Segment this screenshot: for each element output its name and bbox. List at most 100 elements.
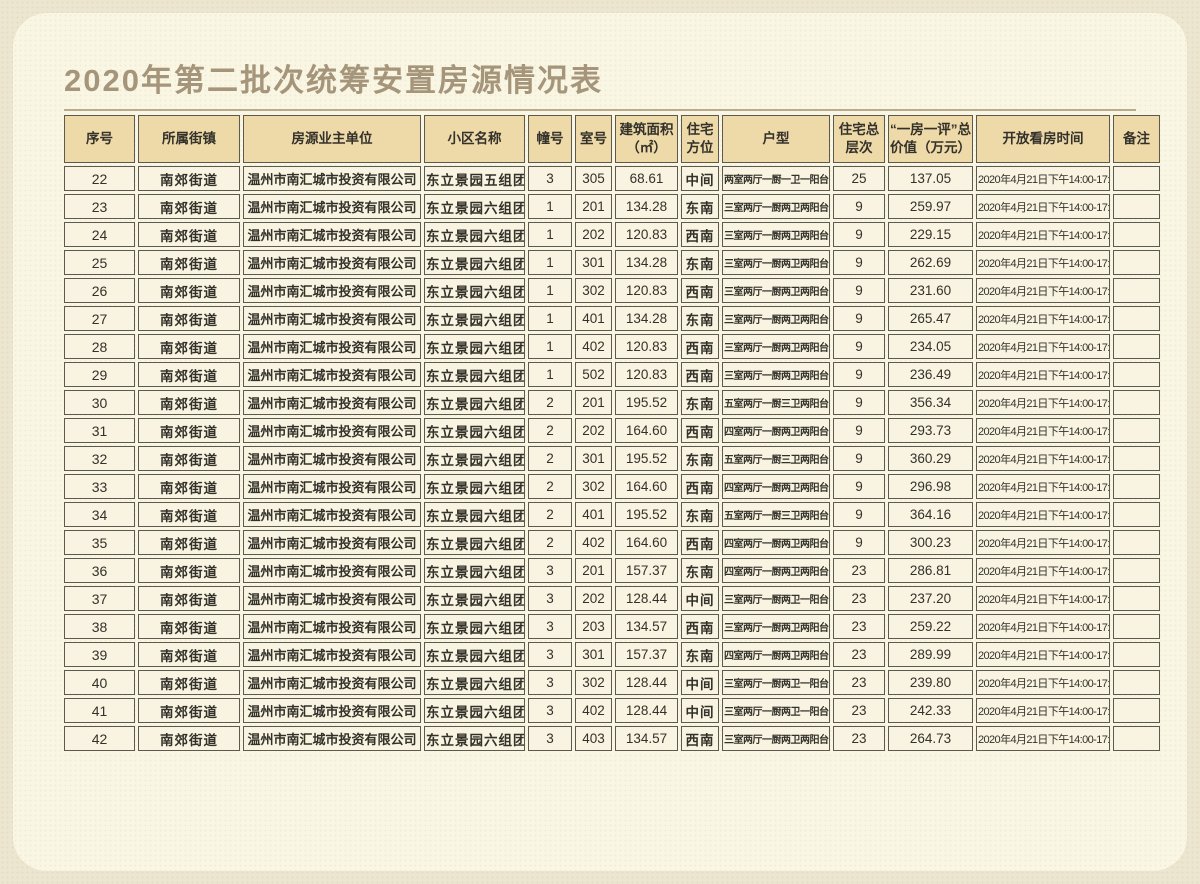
table-cell: 1: [528, 306, 572, 331]
table-cell: 南郊街道: [138, 502, 240, 527]
table-row: 23 南郊街道 温州市南汇城市投资有限公司 东立景园六组团 1 201 134.28 东南 三室…: [64, 194, 1160, 219]
table-cell: [1113, 278, 1160, 303]
table-cell: 402: [575, 530, 612, 555]
table-cell: 26: [64, 278, 135, 303]
table-cell: 温州市南汇城市投资有限公司: [243, 166, 421, 191]
table-cell: 9: [833, 502, 885, 527]
table-cell: 229.15: [888, 222, 973, 247]
table-cell: 中间: [681, 670, 719, 695]
table-cell: 西南: [681, 278, 719, 303]
table-cell: 1: [528, 362, 572, 387]
table-cell: 中间: [681, 698, 719, 723]
table-cell: [1113, 194, 1160, 219]
table-cell: 9: [833, 530, 885, 555]
table-cell: 37: [64, 586, 135, 611]
table-cell: 温州市南汇城市投资有限公司: [243, 446, 421, 471]
table-row: 40 南郊街道 温州市南汇城市投资有限公司 东立景园六组团 3 302 128.44 中间 三室…: [64, 670, 1160, 695]
table-cell: 128.44: [615, 698, 678, 723]
table-cell: 2020年4月21日下午14:00-17:00: [976, 418, 1110, 443]
table-cell: 40: [64, 670, 135, 695]
table-cell: 2: [528, 418, 572, 443]
table-cell: 1: [528, 334, 572, 359]
table-cell: 温州市南汇城市投资有限公司: [243, 502, 421, 527]
table-cell: 南郊街道: [138, 194, 240, 219]
table-cell: 2: [528, 446, 572, 471]
table-cell: 西南: [681, 530, 719, 555]
table-cell: 2020年4月21日下午14:00-17:00: [976, 670, 1110, 695]
table-cell: 3: [528, 586, 572, 611]
table-cell: 温州市南汇城市投资有限公司: [243, 362, 421, 387]
table-body: 22 南郊街道 温州市南汇城市投资有限公司 东立景园五组团 3 305 68.61 中间 两室两…: [64, 166, 1160, 751]
col-header-layout: 户型: [722, 115, 830, 163]
table-cell: 三室两厅一厨两卫两阳台: [722, 278, 830, 303]
title-block: 2020年第二批次统筹安置房源情况表: [64, 55, 1136, 111]
table-cell: 2020年4月21日下午14:00-17:00: [976, 614, 1110, 639]
table-cell: 南郊街道: [138, 390, 240, 415]
table-cell: 35: [64, 530, 135, 555]
table-cell: 2020年4月21日下午14:00-17:00: [976, 474, 1110, 499]
table-cell: 东立景园六组团: [424, 586, 525, 611]
col-header-floors: 住宅总层次: [833, 115, 885, 163]
table-cell: 2020年4月21日下午14:00-17:00: [976, 558, 1110, 583]
table-cell: 东立景园六组团: [424, 642, 525, 667]
table-cell: 四室两厅一厨两卫两阳台: [722, 418, 830, 443]
table-cell: [1113, 362, 1160, 387]
table-cell: 2020年4月21日下午14:00-17:00: [976, 642, 1110, 667]
page-title: 2020年第二批次统筹安置房源情况表: [64, 63, 603, 98]
table-cell: 东南: [681, 390, 719, 415]
table-cell: 25: [64, 250, 135, 275]
table-cell: 2020年4月21日下午14:00-17:00: [976, 530, 1110, 555]
table-row: 22 南郊街道 温州市南汇城市投资有限公司 东立景园五组团 3 305 68.61 中间 两室两…: [64, 166, 1160, 191]
table-cell: [1113, 418, 1160, 443]
table-cell: 2020年4月21日下午14:00-17:00: [976, 726, 1110, 751]
table-cell: 西南: [681, 334, 719, 359]
table-cell: 42: [64, 726, 135, 751]
table-cell: 温州市南汇城市投资有限公司: [243, 586, 421, 611]
table-cell: 23: [833, 558, 885, 583]
table-cell: 四室两厅一厨两卫两阳台: [722, 530, 830, 555]
table-cell: 三室两厅一厨两卫两阳台: [722, 726, 830, 751]
table-cell: 西南: [681, 614, 719, 639]
table-cell: 东立景园六组团: [424, 194, 525, 219]
table-cell: 南郊街道: [138, 530, 240, 555]
table-cell: 2020年4月21日下午14:00-17:00: [976, 586, 1110, 611]
table-cell: [1113, 558, 1160, 583]
table-cell: 温州市南汇城市投资有限公司: [243, 334, 421, 359]
table-cell: 三室两厅一厨两卫两阳台: [722, 362, 830, 387]
table-cell: 120.83: [615, 334, 678, 359]
table-cell: 东立景园六组团: [424, 614, 525, 639]
table-cell: 南郊街道: [138, 222, 240, 247]
table-cell: 239.80: [888, 670, 973, 695]
table-cell: 三室两厅一厨两卫一阳台: [722, 670, 830, 695]
table-row: 42 南郊街道 温州市南汇城市投资有限公司 东立景园六组团 3 403 134.57 西南 三室…: [64, 726, 1160, 751]
table-cell: 403: [575, 726, 612, 751]
table-cell: 23: [833, 698, 885, 723]
table-cell: 134.57: [615, 614, 678, 639]
table-cell: [1113, 726, 1160, 751]
table-cell: 300.23: [888, 530, 973, 555]
table-cell: 9: [833, 306, 885, 331]
table-row: 30 南郊街道 温州市南汇城市投资有限公司 东立景园六组团 2 201 195.52 东南 五室…: [64, 390, 1160, 415]
table-cell: 温州市南汇城市投资有限公司: [243, 194, 421, 219]
table-cell: [1113, 530, 1160, 555]
table-cell: 137.05: [888, 166, 973, 191]
table-cell: 2020年4月21日下午14:00-17:00: [976, 222, 1110, 247]
table-cell: 中间: [681, 586, 719, 611]
table-cell: 31: [64, 418, 135, 443]
table-cell: 三室两厅一厨两卫两阳台: [722, 306, 830, 331]
table-cell: 东立景园六组团: [424, 222, 525, 247]
table-cell: 259.22: [888, 614, 973, 639]
table-cell: 中间: [681, 166, 719, 191]
table-cell: 2: [528, 390, 572, 415]
table-cell: 262.69: [888, 250, 973, 275]
table-cell: 28: [64, 334, 135, 359]
table-cell: 温州市南汇城市投资有限公司: [243, 250, 421, 275]
table-cell: 1: [528, 278, 572, 303]
table-cell: [1113, 446, 1160, 471]
table-cell: 3: [528, 670, 572, 695]
table-cell: 301: [575, 642, 612, 667]
table-cell: [1113, 334, 1160, 359]
table-cell: 南郊街道: [138, 418, 240, 443]
table-row: 33 南郊街道 温州市南汇城市投资有限公司 东立景园六组团 2 302 164.60 西南 四室…: [64, 474, 1160, 499]
